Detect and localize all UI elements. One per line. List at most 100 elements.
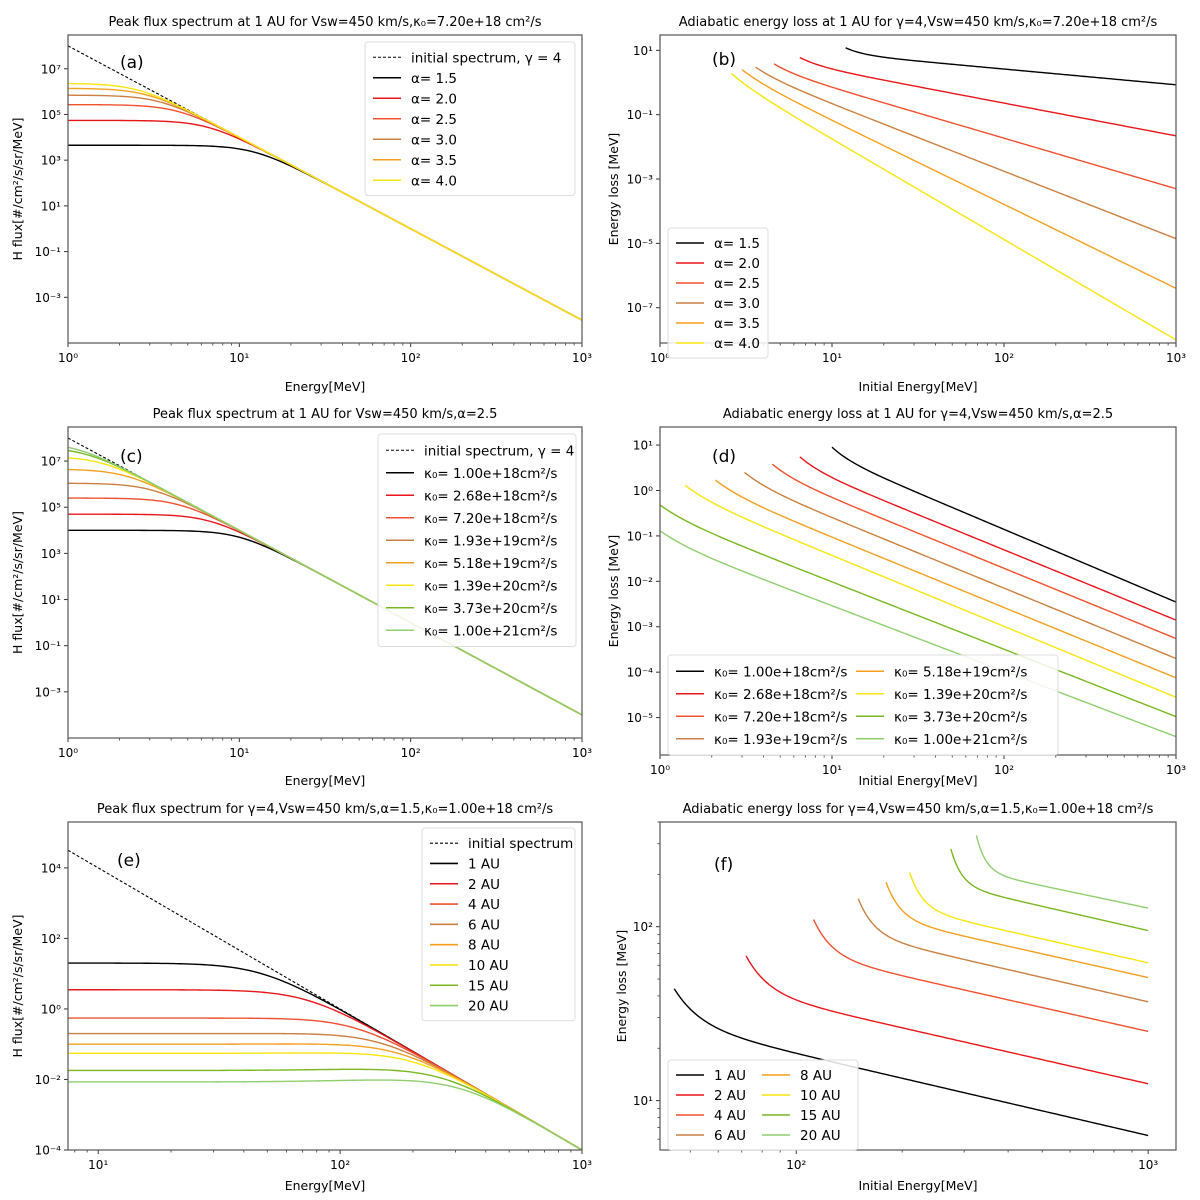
chart-title: Adiabatic energy loss for γ=4,Vsw=450 km… <box>683 802 1154 817</box>
axes-frame <box>659 34 1177 344</box>
legend-box <box>667 227 769 359</box>
plot-area <box>673 835 1149 1137</box>
legend-box <box>377 433 577 647</box>
legend-entry: 20 AU <box>800 1128 841 1144</box>
y-tick-label: 10⁻⁴ <box>627 666 654 680</box>
series-line <box>975 835 1149 909</box>
legend-entry: 20 AU <box>468 999 509 1015</box>
legend: 1 AU 2 AU 4 AU 6 AU 8 AU 10 AU 15 AU 20 AU <box>667 1059 859 1151</box>
chart-title: Adiabatic energy loss at 1 AU for γ=4,Vs… <box>723 407 1113 422</box>
x-tick-label: 10¹ <box>822 763 842 777</box>
legend-entry: α= 1.5 <box>714 236 760 252</box>
y-tick-label: 10² <box>41 932 61 946</box>
panel-f: Adiabatic energy loss for γ=4,Vsw=450 km… <box>614 802 1177 1193</box>
series-line <box>673 988 1149 1137</box>
legend: κ₀= 1.00e+18cm²/s κ₀= 2.68e+18cm²/s κ₀= 7.… <box>667 654 1059 756</box>
panel-label: (b) <box>712 50 736 70</box>
x-tick-label: 10² <box>994 351 1014 365</box>
series-line <box>660 530 1176 738</box>
series-line <box>799 56 1176 137</box>
x-tick-label: 10¹ <box>88 1158 108 1172</box>
axes-frame <box>67 426 583 739</box>
series-line <box>845 47 1176 86</box>
legend-entry: α= 1.5 <box>411 71 457 87</box>
legend-entry: κ₀= 5.18e+19cm²/s <box>424 556 557 572</box>
legend-entry: 15 AU <box>800 1108 841 1124</box>
x-axis-label: Initial Energy[MeV] <box>858 379 977 394</box>
y-tick-label: 10⁵ <box>41 501 61 515</box>
y-tick-label: 10⁻³ <box>627 620 654 634</box>
legend-entry: κ₀= 1.00e+21cm²/s <box>424 623 557 639</box>
legend-entry: κ₀= 2.68e+18cm²/s <box>424 488 557 504</box>
x-tick-label: 10⁰ <box>58 351 78 365</box>
y-tick-label: 10² <box>633 920 653 934</box>
x-tick-label: 10³ <box>1138 1158 1158 1172</box>
legend-entry: 8 AU <box>800 1068 832 1084</box>
legend-entry: κ₀= 1.00e+18cm²/s <box>424 466 557 482</box>
y-tick-label: 10⁻² <box>627 575 654 589</box>
y-tick-label: 10⁴ <box>41 861 61 875</box>
legend-entry: initial spectrum <box>468 836 573 852</box>
series-line <box>730 73 1176 341</box>
legend-entry: κ₀= 5.18e+19cm²/s <box>894 664 1027 680</box>
series-line <box>812 919 1149 1033</box>
legend-entry: α= 2.5 <box>411 112 457 128</box>
legend-box <box>364 41 576 196</box>
legend: initial spectrum 1 AU 2 AU 4 AU 6 AU 8 AU 10 A… <box>421 827 576 1022</box>
series-line <box>745 955 1149 1085</box>
series-line <box>741 69 1176 289</box>
series-line <box>908 872 1149 964</box>
legend: initial spectrum, γ = 4 α= 1.5 α= 2.0 α= 2.… <box>364 41 576 196</box>
legend-entry: α= 2.0 <box>411 91 457 107</box>
legend-entry: 4 AU <box>468 897 500 913</box>
series-line <box>68 1079 582 1150</box>
series-line <box>68 446 582 716</box>
legend-entry: α= 3.0 <box>714 296 760 312</box>
x-axis-label: Energy[MeV] <box>285 1178 366 1193</box>
y-axis-label: H flux[#/cm²/s/sr/MeV] <box>10 118 25 261</box>
legend: initial spectrum, γ = 4 κ₀= 1.00e+18cm²/s… <box>377 433 577 647</box>
y-tick-label: 10³ <box>41 547 61 561</box>
legend-entry: initial spectrum, γ = 4 <box>424 443 574 459</box>
chart-title: Peak flux spectrum for γ=4,Vsw=450 km/s,… <box>97 802 553 817</box>
legend-entry: α= 3.5 <box>714 316 760 332</box>
legend-entry: α= 3.0 <box>411 132 457 148</box>
y-axis-label: Energy loss [MeV] <box>606 133 621 246</box>
y-tick-label: 10⁻¹ <box>627 108 654 122</box>
y-tick-label: 10⁻⁴ <box>35 1144 62 1158</box>
legend: α= 1.5 α= 2.0 α= 2.5 α= 3.0 α= 3.5 α= 4.0 <box>667 227 769 359</box>
x-tick-label: 10⁰ <box>650 763 670 777</box>
plot-area <box>68 849 582 1150</box>
legend-entry: κ₀= 1.93e+19cm²/s <box>424 533 557 549</box>
legend-entry: κ₀= 1.39e+20cm²/s <box>894 687 1027 703</box>
series-line <box>771 463 1176 640</box>
y-tick-label: 10¹ <box>41 593 61 607</box>
y-tick-label: 10¹ <box>633 439 653 453</box>
series-line <box>660 504 1176 718</box>
series-line <box>799 456 1176 621</box>
panel-c: Peak flux spectrum at 1 AU for Vsw=450 k… <box>10 407 592 788</box>
series-line <box>68 82 582 321</box>
panel-b: Adiabatic energy loss at 1 AU for γ=4,Vs… <box>606 15 1186 394</box>
series-line <box>755 66 1176 240</box>
y-tick-label: 10¹ <box>633 1094 653 1108</box>
x-tick-label: 10² <box>994 763 1014 777</box>
x-axis-label: Energy[MeV] <box>285 379 366 394</box>
series-line <box>885 882 1149 979</box>
axes-frame <box>659 821 1177 1151</box>
legend-entry: α= 4.0 <box>714 336 760 352</box>
legend-entry: 4 AU <box>714 1108 746 1124</box>
legend-box <box>421 827 576 1022</box>
series-line <box>744 471 1176 660</box>
plot-area <box>660 446 1176 738</box>
legend-entry: 10 AU <box>800 1088 841 1104</box>
legend-entry: initial spectrum, γ = 4 <box>411 50 561 66</box>
legend-entry: 8 AU <box>468 938 500 954</box>
chart-title: Peak flux spectrum at 1 AU for Vsw=450 k… <box>153 407 498 422</box>
legend-box <box>667 1059 859 1151</box>
axes-frame <box>67 821 583 1151</box>
y-tick-label: 10⁻¹ <box>35 245 62 259</box>
legend-entry: 6 AU <box>468 917 500 933</box>
series-line <box>68 1043 582 1150</box>
legend-entry: α= 3.5 <box>411 153 457 169</box>
